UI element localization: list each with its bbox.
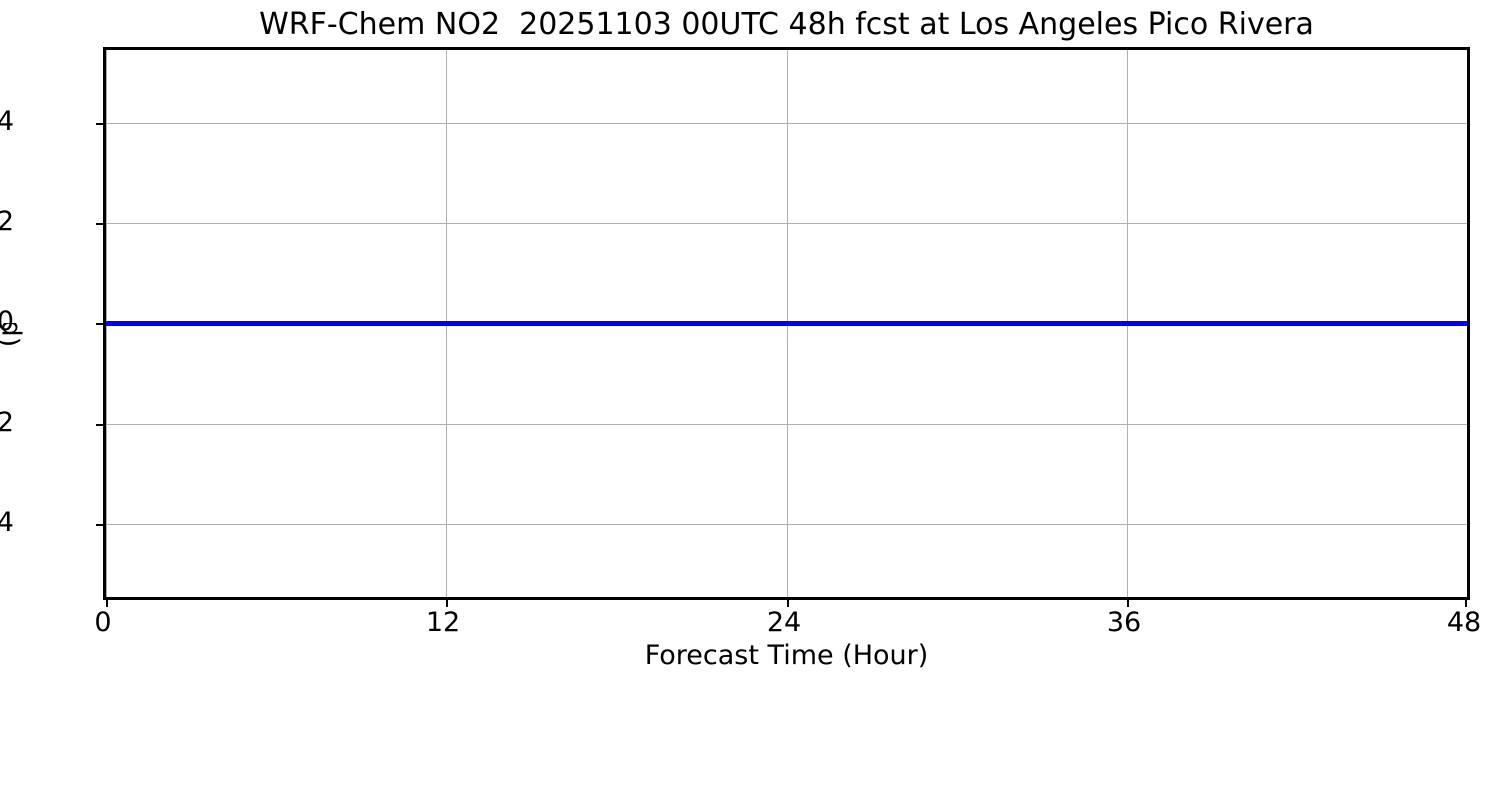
ticklabel-x: 0 <box>94 607 112 638</box>
tick-y <box>96 323 106 325</box>
ticklabel-y: 0.04 <box>0 106 14 137</box>
ticklabel-y: −0.04 <box>0 507 14 538</box>
tick-x <box>1465 597 1467 607</box>
tick-x <box>446 597 448 607</box>
tick-x <box>1127 597 1129 607</box>
gridline-horizontal <box>106 223 1467 224</box>
series-svg <box>106 50 1467 597</box>
gridline-horizontal <box>106 524 1467 525</box>
tick-y <box>96 123 106 125</box>
x-axis-label: Forecast Time (Hour) <box>644 640 929 671</box>
ticklabel-x: 24 <box>766 607 802 638</box>
ticklabel-x: 12 <box>425 607 461 638</box>
tick-y <box>96 524 106 526</box>
tick-y <box>96 424 106 426</box>
gridline-horizontal <box>106 123 1467 124</box>
ticklabel-y: 0.02 <box>0 206 14 237</box>
plot-axes <box>96 47 1470 607</box>
chart-title: WRF-Chem NO2 20251103 00UTC 48h fcst at … <box>259 7 1314 42</box>
tick-x <box>106 597 108 607</box>
ticklabel-y: −0.02 <box>0 407 14 438</box>
tick-y <box>96 223 106 225</box>
gridline-horizontal <box>106 424 1467 425</box>
data-series-layer <box>106 50 1467 597</box>
ticklabel-x: 36 <box>1106 607 1142 638</box>
plot-grid-layer <box>106 50 1467 597</box>
ticklabel-y: 0.00 <box>0 306 14 337</box>
tick-x <box>787 597 789 607</box>
ticklabel-x: 48 <box>1446 607 1482 638</box>
